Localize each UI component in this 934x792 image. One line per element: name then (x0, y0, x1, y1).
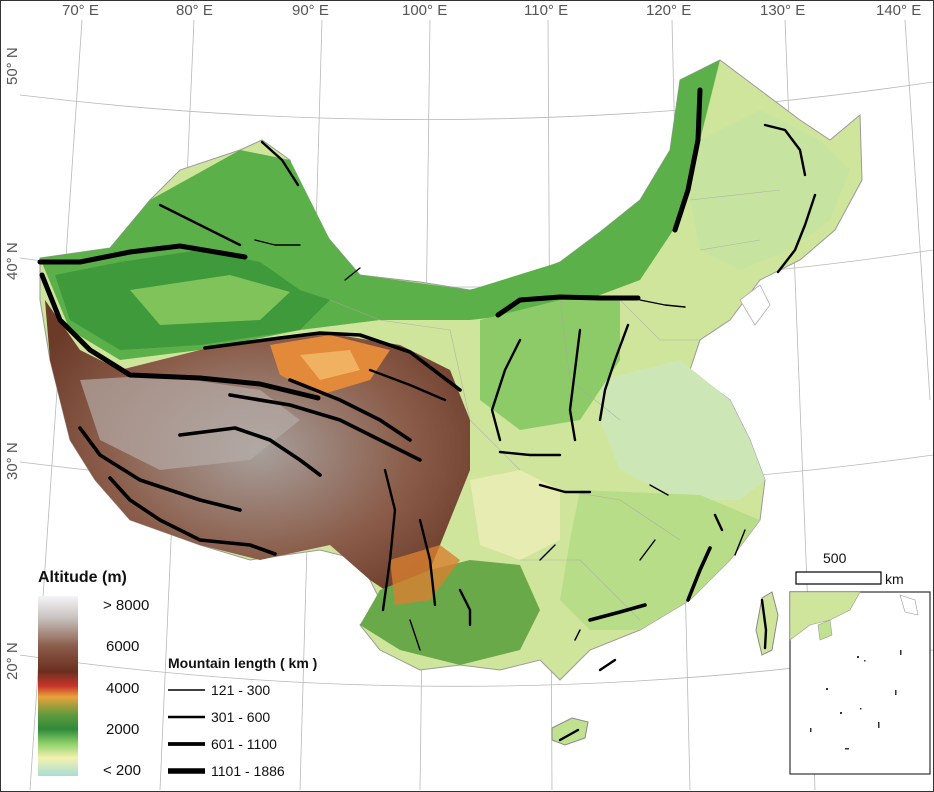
longitude-labels: 70° E 80° E 90° E 100° E 110° E 120° E 1… (62, 2, 921, 19)
lat-label: 20° N (4, 642, 21, 680)
mountain-class-label: 1101 - 1886 (211, 763, 285, 779)
lat-label: 40° N (4, 242, 21, 280)
lon-label: 120° E (646, 2, 691, 19)
mountain-range (368, 368, 447, 402)
mountain-legend-title: Mountain length ( km ) (168, 655, 317, 671)
mountain-length-legend: Mountain length ( km ) 121 - 300 301 - 6… (168, 655, 317, 779)
mountain-range (558, 728, 580, 742)
lon-label: 140° E (876, 2, 921, 19)
mountain-range (108, 476, 277, 556)
mountain-range (288, 378, 412, 442)
mountain-range (158, 203, 242, 247)
mountain-class-label: 301 - 600 (211, 709, 270, 725)
altitude-color-ramp (38, 596, 78, 776)
mountain-range (37, 243, 248, 265)
mountain-range (495, 294, 641, 318)
mountain-range (760, 598, 768, 650)
lon-label: 80° E (176, 2, 213, 19)
altitude-label: > 8000 (103, 597, 149, 614)
mountain-range (498, 450, 562, 457)
scale-bar: 500 km (795, 550, 904, 587)
lon-label: 90° E (292, 2, 329, 19)
mountain-range (39, 272, 321, 401)
mountain-range (381, 468, 397, 612)
mountain-range (254, 239, 301, 246)
lat-label: 50° N (4, 47, 21, 85)
scale-bar-box (795, 571, 882, 585)
mountain-ranges (37, 87, 817, 742)
lon-label: 130° E (760, 2, 805, 19)
lon-label: 70° E (62, 2, 99, 19)
mountain-range (639, 539, 656, 561)
mountain-range (78, 426, 242, 512)
mountain-range (686, 546, 712, 602)
mountain-range (649, 484, 669, 496)
mountain-range (672, 87, 703, 233)
mountain-range (713, 513, 724, 532)
altitude-legend: Altitude (m) > 8000 6000 4000 2000 < 200 (38, 569, 149, 779)
mountain-range (418, 518, 437, 607)
mountain-range (228, 393, 422, 462)
mountain-range (344, 267, 361, 281)
neighbor-land (739, 284, 771, 326)
mountain-range (588, 603, 647, 622)
mountain-range (776, 193, 817, 274)
altitude-label: < 200 (103, 762, 141, 779)
altitude-label: 4000 (106, 680, 139, 697)
lon-label: 100° E (402, 2, 447, 19)
scale-unit: km (885, 571, 904, 587)
taiwan-island (755, 591, 779, 656)
south-china-sea-inset (789, 591, 931, 775)
mountain-range (598, 658, 617, 672)
lat-label: 30° N (4, 442, 21, 480)
mountain-range (490, 338, 522, 442)
mountain-range (763, 123, 807, 177)
mountain-range (178, 426, 322, 477)
mountain-class-label: 121 - 300 (211, 682, 270, 698)
mountain-range (639, 299, 686, 308)
mountain-range (574, 629, 581, 641)
altitude-label: 6000 (106, 638, 139, 655)
mountain-range (598, 323, 630, 422)
mountain-range (568, 328, 582, 442)
mountain-range (539, 544, 556, 561)
china-terrain (39, 59, 863, 681)
altitude-legend-title: Altitude (m) (38, 569, 127, 586)
altitude-label: 2000 (106, 721, 139, 738)
mountain-class-label: 601 - 1100 (211, 736, 277, 752)
mountain-range (409, 619, 421, 651)
mountain-range (538, 483, 592, 494)
latitude-labels: 50° N 40° N 30° N 20° N (4, 47, 21, 680)
mountain-range (734, 529, 746, 556)
scale-value: 500 (823, 550, 847, 566)
mountain-range (458, 588, 472, 627)
mountain-range (203, 331, 462, 392)
lon-label: 110° E (524, 2, 568, 19)
mountain-range (260, 140, 300, 187)
